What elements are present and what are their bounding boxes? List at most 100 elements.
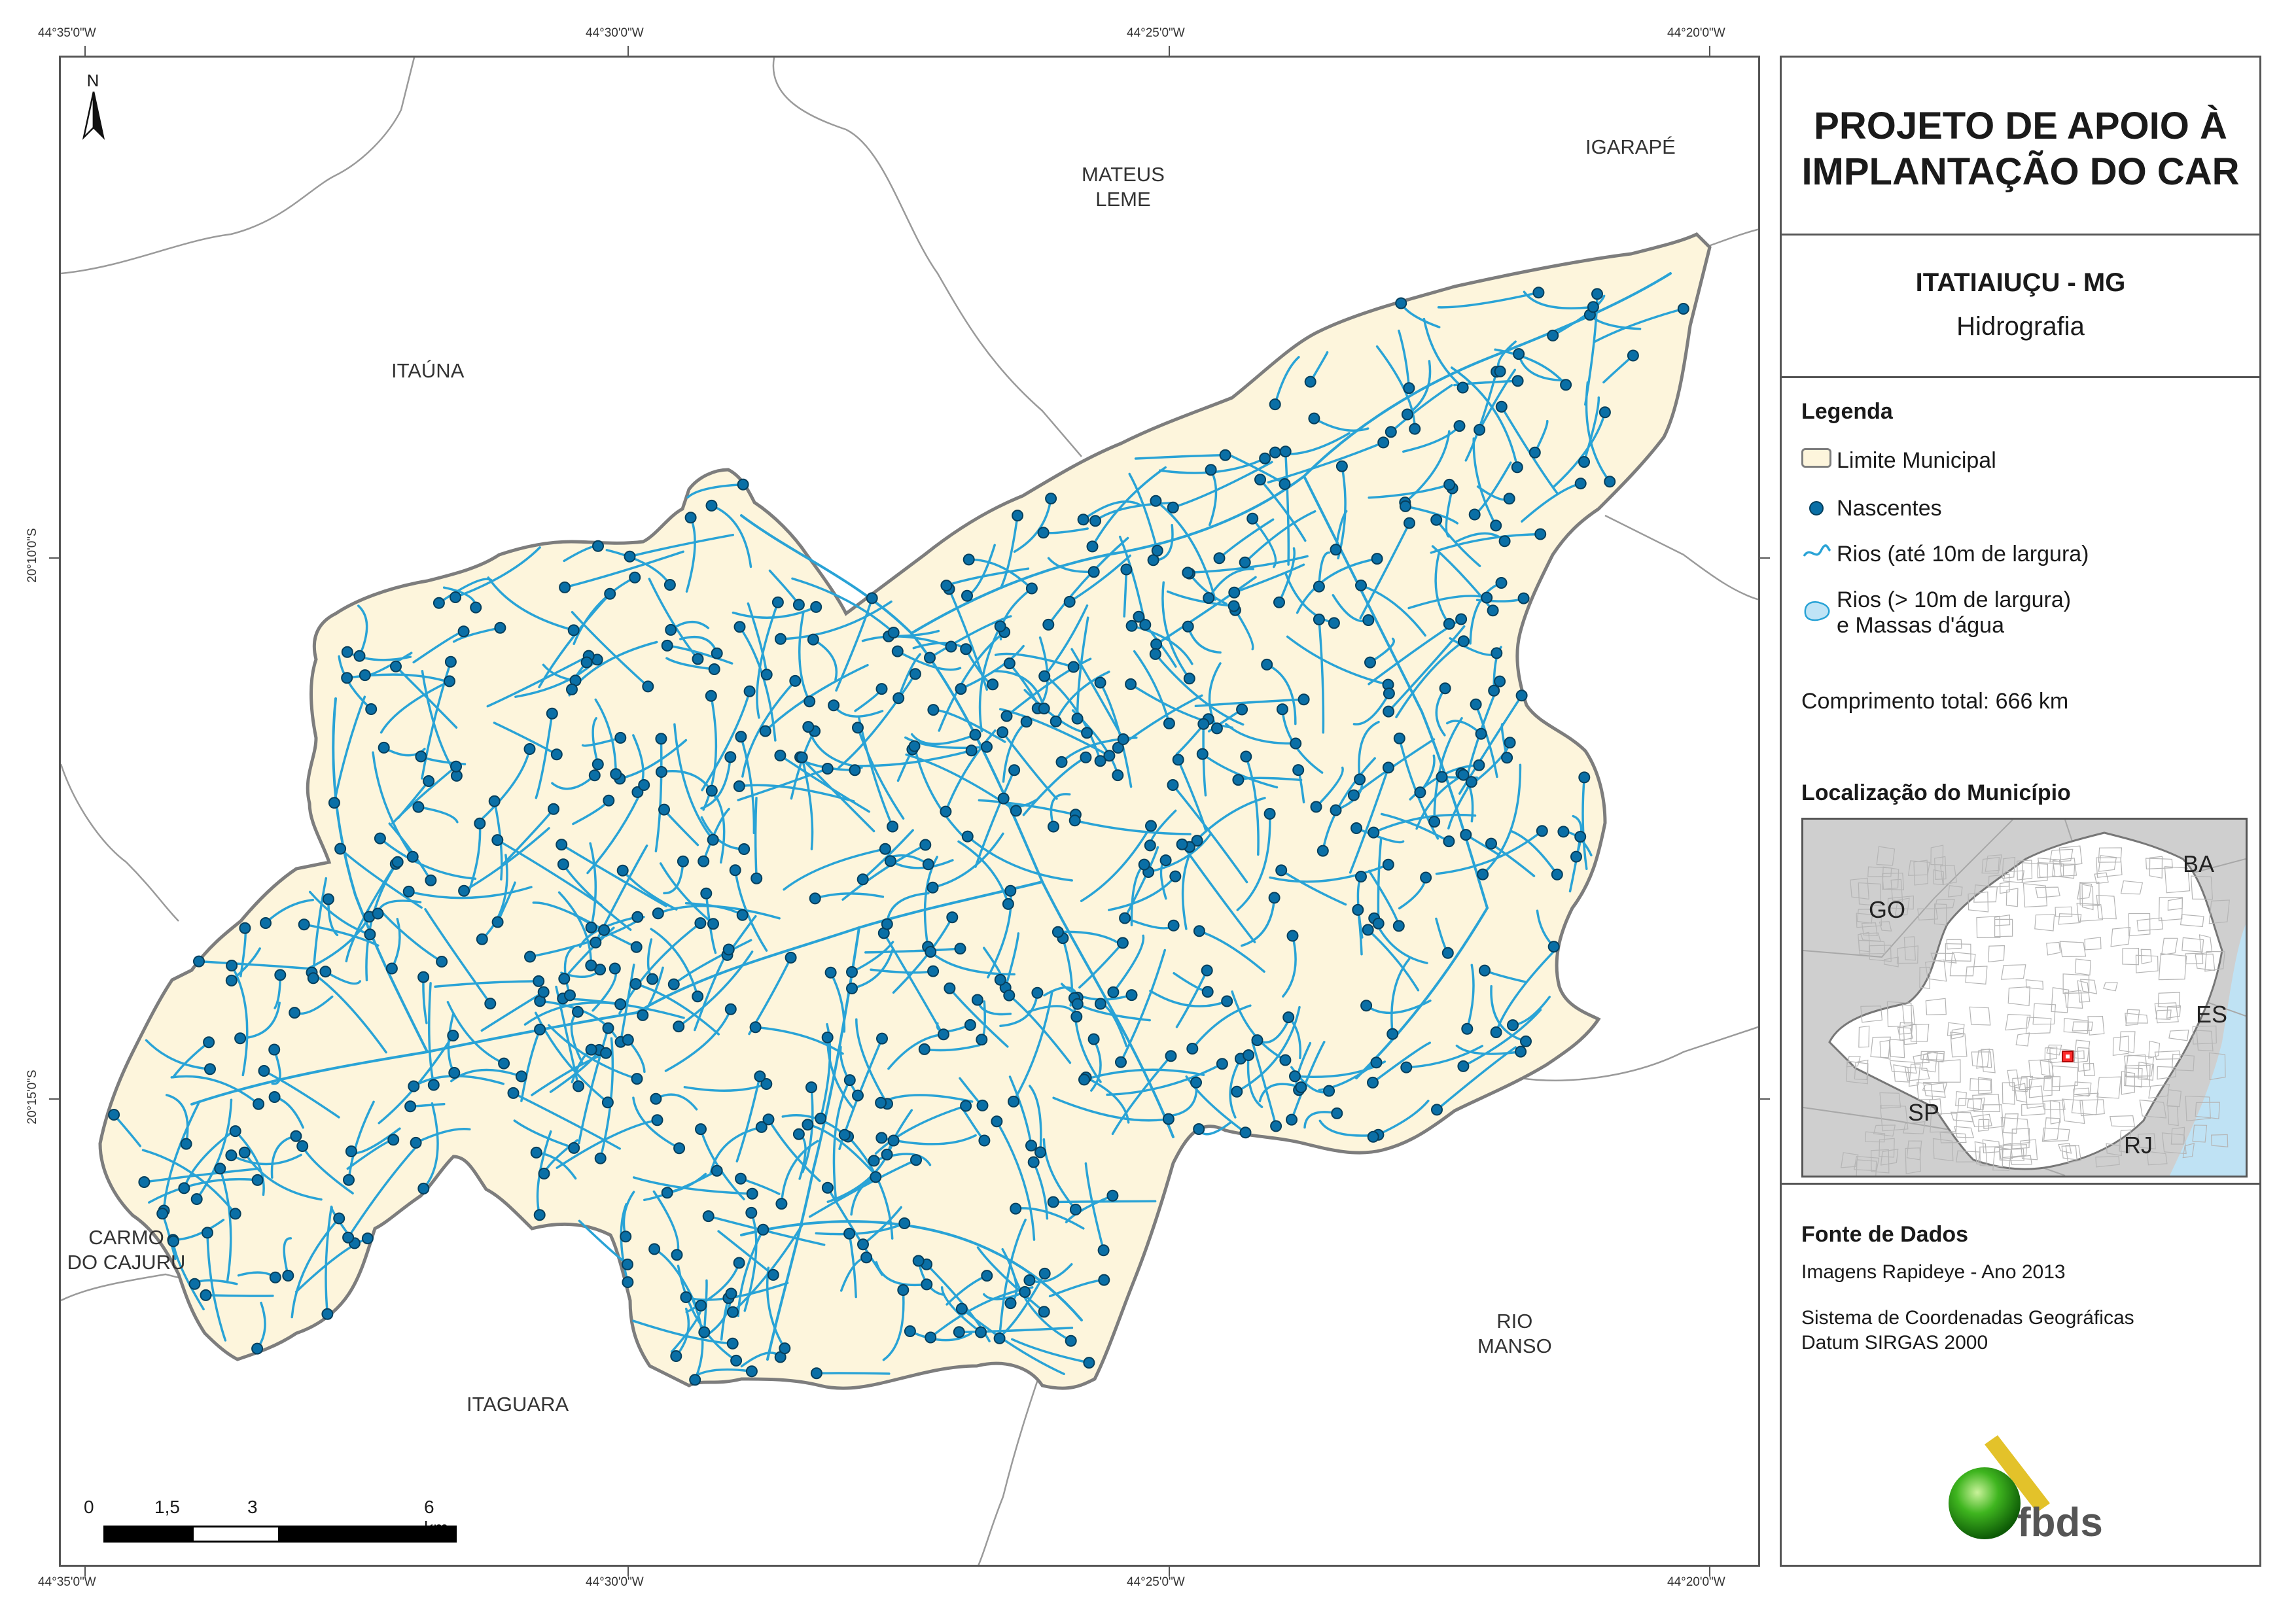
springs-layer [108, 287, 1689, 1386]
spring-point [868, 1155, 880, 1167]
spring-point [1364, 656, 1376, 669]
spring-point [204, 1063, 216, 1075]
fbds-logo-icon: fbds [1949, 1435, 2103, 1545]
spring-point [1304, 375, 1316, 388]
water-body-icon [1804, 601, 1830, 621]
spring-point [684, 512, 697, 524]
spring-point [1468, 508, 1481, 521]
spring-point [760, 1078, 773, 1090]
spring-point [631, 786, 644, 798]
spring-point [722, 943, 735, 956]
spring-point [924, 652, 936, 664]
spring-point [533, 975, 545, 987]
spring-point [188, 1278, 201, 1290]
spring-point [1071, 998, 1084, 1010]
spring-point [1008, 764, 1021, 777]
spring-point [1532, 287, 1545, 299]
spring-point [875, 1096, 887, 1109]
spring-point [1485, 837, 1497, 850]
coord-top-3: 44°25'0"W [1127, 26, 1185, 40]
spring-point [268, 1091, 281, 1103]
spring-point [1037, 527, 1050, 539]
map-frame[interactable]: N MATEUS LEME IGARAPÉ ITAÚNA CARMO DO CAJU… [59, 56, 1760, 1567]
spring-point [1347, 789, 1360, 801]
spring-point [908, 740, 921, 752]
spring-point [925, 1331, 937, 1344]
spring-point [1183, 672, 1195, 685]
spring-point [737, 478, 749, 491]
spring-point [754, 1070, 766, 1083]
spring-point [620, 1230, 632, 1243]
spring-point [651, 1114, 663, 1126]
spring-point [733, 1257, 745, 1269]
spring-point [1042, 618, 1055, 631]
spring-point [258, 1065, 270, 1077]
place-rio-manso: RIO MANSO [1477, 1310, 1552, 1357]
spring-point [1560, 379, 1572, 391]
spring-point [200, 1289, 212, 1301]
spring-point [698, 1326, 711, 1338]
spring-point [804, 695, 816, 708]
spring-point [919, 839, 932, 851]
north-arrow-icon [82, 92, 105, 140]
spring-point [692, 990, 704, 1003]
spring-point [927, 704, 940, 716]
spring-point [1453, 420, 1466, 432]
sources-heading: Fonte de Dados [1801, 1222, 1969, 1247]
spring-point [852, 722, 864, 734]
spring-point [1080, 751, 1092, 763]
spring-point [1159, 854, 1172, 867]
spring-point [670, 1350, 682, 1362]
spring-point [892, 692, 905, 705]
spring-point [821, 1181, 834, 1194]
spring-point [1193, 925, 1205, 937]
spring-point [592, 758, 604, 771]
spring-point [1279, 1054, 1292, 1066]
spring-point [1002, 898, 1014, 910]
spring-point [1457, 1060, 1470, 1072]
spring-point [1400, 1061, 1413, 1073]
spring-point [333, 1212, 345, 1225]
spring-point [1457, 635, 1470, 648]
spring-point [1270, 1120, 1282, 1132]
coord-bottom-3: 44°25'0"W [1127, 1575, 1185, 1589]
spring-point [168, 1235, 179, 1248]
spring-point [225, 1149, 238, 1162]
spring-point [1193, 1123, 1205, 1135]
spring-point [616, 864, 629, 877]
spring-point [852, 1089, 864, 1102]
spring-point [1004, 1297, 1017, 1310]
spring-point [955, 683, 967, 695]
spring-point [1557, 826, 1570, 838]
spring-point [427, 1079, 440, 1091]
spring-point [564, 989, 576, 1002]
spring-point [746, 1187, 758, 1200]
spring-point [1263, 808, 1276, 820]
spring-point [1547, 329, 1559, 341]
spring-point [870, 1171, 882, 1183]
spring-point [523, 743, 536, 755]
map-canvas[interactable] [61, 58, 1760, 1567]
spring-point [1372, 917, 1385, 930]
spring-point [515, 1070, 527, 1083]
spring-point [655, 766, 667, 778]
spring-point [1163, 717, 1175, 729]
spring-point [450, 591, 461, 603]
spring-point [828, 699, 840, 712]
spring-point [738, 843, 751, 855]
limit-swatch-icon [1801, 448, 1831, 468]
spring-point [960, 1100, 972, 1112]
spring-point [694, 917, 707, 930]
spring-point [494, 621, 506, 634]
scale-label-0: 0 [84, 1497, 94, 1517]
spring-point [1169, 870, 1182, 882]
spring-point [955, 1302, 968, 1315]
spring-point [556, 839, 568, 851]
state-label-sp: SP [1908, 1099, 1939, 1126]
spring-point [1027, 1156, 1040, 1168]
spring-point [1517, 592, 1530, 604]
spring-point [725, 1287, 737, 1300]
spring-point [857, 1238, 869, 1251]
spring-point [190, 1193, 203, 1205]
river-line-icon [1803, 544, 1831, 557]
